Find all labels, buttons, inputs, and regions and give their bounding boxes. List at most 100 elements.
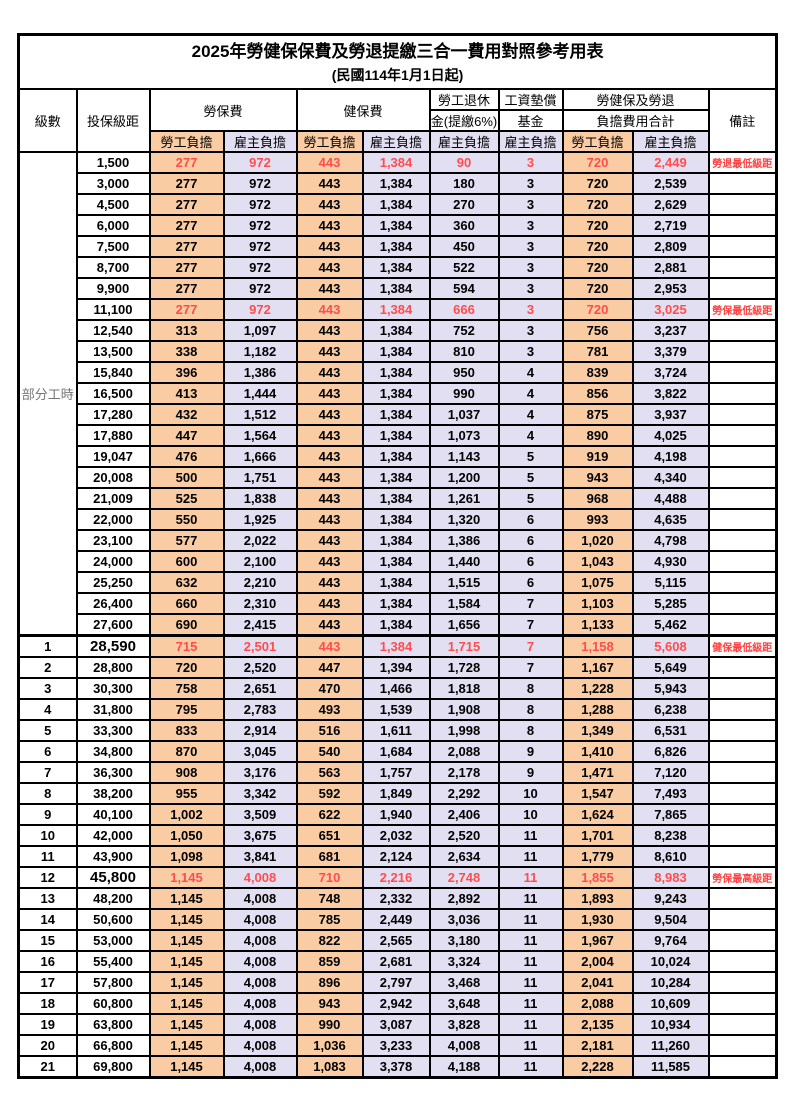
level-cell: 5 [17, 719, 78, 742]
bracket-cell: 26,400 [75, 592, 151, 615]
remark-cell: 勞保最高級距 [707, 866, 778, 889]
value-cell: 277 [148, 235, 225, 258]
value-cell: 4,930 [631, 550, 710, 573]
remark-cell [707, 761, 778, 784]
value-cell: 1,564 [222, 424, 298, 447]
value-cell: 972 [222, 214, 298, 237]
value-cell: 1,037 [428, 403, 500, 426]
table-row: 27,600 690 2,415 443 1,384 1,656 7 1,133 5,462 [19, 613, 778, 637]
value-cell: 9,243 [631, 887, 710, 910]
value-cell: 1,103 [561, 592, 634, 615]
value-cell: 7 [497, 613, 564, 637]
value-cell: 3,379 [631, 340, 710, 363]
value-cell: 1,143 [428, 445, 500, 468]
value-cell: 3,822 [631, 382, 710, 405]
value-cell: 11 [497, 824, 564, 847]
value-cell: 1,384 [361, 613, 431, 637]
value-cell: 443 [295, 319, 364, 342]
bracket-cell: 66,800 [75, 1034, 151, 1057]
remark-cell [707, 1034, 778, 1057]
bracket-cell: 45,800 [75, 866, 151, 889]
value-cell: 1,444 [222, 382, 298, 405]
value-cell: 9,504 [631, 908, 710, 931]
value-cell: 2,088 [561, 992, 634, 1015]
value-cell: 1,145 [148, 1055, 225, 1079]
value-cell: 443 [295, 382, 364, 405]
bracket-cell: 53,000 [75, 929, 151, 952]
value-cell: 2,942 [361, 992, 431, 1015]
value-cell: 11,585 [631, 1055, 710, 1079]
bracket-cell: 1,500 [75, 151, 151, 174]
value-cell: 1,384 [361, 319, 431, 342]
level-cell: 14 [17, 908, 78, 931]
value-cell: 1,020 [561, 529, 634, 552]
table-row: 2 28,800 720 2,520 447 1,394 1,728 7 1,167 5,649 [17, 656, 778, 679]
value-cell: 919 [561, 445, 634, 468]
value-cell: 1,849 [361, 782, 431, 805]
value-cell: 2,520 [222, 656, 298, 679]
value-cell: 3 [497, 172, 564, 195]
bracket-cell: 21,009 [75, 487, 151, 510]
value-cell: 4,008 [222, 929, 298, 952]
remark-cell [707, 845, 778, 868]
value-cell: 3 [497, 319, 564, 342]
value-cell: 2,178 [428, 761, 500, 784]
col-header-pension-line1: 勞工退休 [428, 88, 500, 111]
remark-cell [707, 782, 778, 805]
value-cell: 856 [561, 382, 634, 405]
value-cell: 839 [561, 361, 634, 384]
bracket-cell: 6,000 [75, 214, 151, 237]
value-cell: 3 [497, 235, 564, 258]
level-cell: 20 [17, 1034, 78, 1057]
value-cell: 1,384 [361, 172, 431, 195]
value-cell: 1,394 [361, 656, 431, 679]
value-cell: 3 [497, 298, 564, 321]
table-row: 1 28,590 715 2,501 443 1,384 1,715 7 1,158 5,608 健… [17, 634, 778, 658]
value-cell: 1,930 [561, 908, 634, 931]
value-cell: 360 [428, 214, 500, 237]
value-cell: 443 [295, 235, 364, 258]
value-cell: 4,008 [222, 908, 298, 931]
bracket-cell: 43,900 [75, 845, 151, 868]
table-row: 9,900 277 972 443 1,384 594 3 720 2,953 [19, 277, 778, 300]
value-cell: 5,115 [631, 571, 710, 594]
value-cell: 2,681 [361, 950, 431, 973]
value-cell: 563 [295, 761, 364, 784]
value-cell: 1,320 [428, 508, 500, 531]
value-cell: 1,073 [428, 424, 500, 447]
value-cell: 1,893 [561, 887, 634, 910]
value-cell: 1,145 [148, 1013, 225, 1036]
value-cell: 2,210 [222, 571, 298, 594]
value-cell: 1,200 [428, 466, 500, 489]
value-cell: 3 [497, 193, 564, 216]
bracket-cell: 3,000 [75, 172, 151, 195]
value-cell: 3,724 [631, 361, 710, 384]
value-cell: 1,855 [561, 866, 634, 889]
bracket-cell: 60,800 [75, 992, 151, 1015]
value-cell: 1,384 [361, 340, 431, 363]
value-cell: 990 [295, 1013, 364, 1036]
value-cell: 1,133 [561, 613, 634, 637]
value-cell: 4,198 [631, 445, 710, 468]
value-cell: 432 [148, 403, 225, 426]
remark-cell [707, 824, 778, 847]
table-row: 19 63,800 1,145 4,008 990 3,087 3,828 11 2,135 10… [17, 1013, 778, 1036]
col-header-pension-line2: 金(提繳6%) [428, 109, 500, 132]
value-cell: 443 [295, 508, 364, 531]
table-row: 8 38,200 955 3,342 592 1,849 2,292 10 1,547 7,493 [17, 782, 778, 805]
value-cell: 8 [497, 698, 564, 721]
value-cell: 1,818 [428, 677, 500, 700]
remark-cell [707, 340, 778, 363]
remark-cell [707, 382, 778, 405]
value-cell: 277 [148, 172, 225, 195]
value-cell: 313 [148, 319, 225, 342]
value-cell: 896 [295, 971, 364, 994]
bracket-cell: 63,800 [75, 1013, 151, 1036]
bracket-cell: 50,600 [75, 908, 151, 931]
col-header-wage-fund-line2: 基金 [497, 109, 564, 132]
subheader-total-employee: 勞工負擔 [561, 130, 634, 153]
table-row: 6,000 277 972 443 1,384 360 3 720 2,719 [19, 214, 778, 237]
value-cell: 1,384 [361, 235, 431, 258]
value-cell: 443 [295, 445, 364, 468]
bracket-cell: 69,800 [75, 1055, 151, 1079]
